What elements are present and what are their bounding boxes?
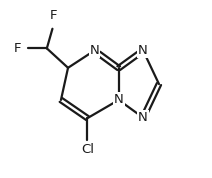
Text: N: N: [90, 44, 99, 57]
Text: F: F: [13, 42, 21, 55]
Text: Cl: Cl: [81, 143, 94, 156]
Text: F: F: [50, 9, 58, 22]
Text: N: N: [138, 111, 148, 124]
Text: N: N: [138, 44, 148, 57]
Text: N: N: [114, 93, 124, 106]
